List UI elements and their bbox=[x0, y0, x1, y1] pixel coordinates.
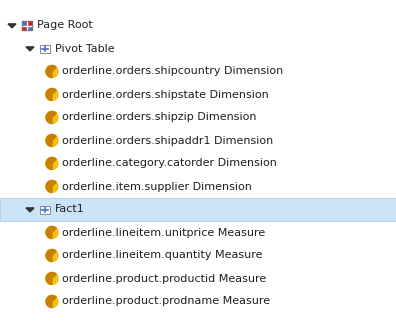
Polygon shape bbox=[22, 21, 27, 25]
Circle shape bbox=[46, 180, 58, 193]
Text: orderline.category.catorder Dimension: orderline.category.catorder Dimension bbox=[62, 159, 277, 169]
Bar bbox=[40, 45, 50, 53]
Wedge shape bbox=[46, 158, 56, 169]
Polygon shape bbox=[27, 25, 32, 30]
Circle shape bbox=[46, 89, 58, 100]
Circle shape bbox=[46, 65, 58, 77]
Bar bbox=[40, 205, 50, 213]
Text: orderline.orders.shipzip Dimension: orderline.orders.shipzip Dimension bbox=[62, 112, 257, 123]
Circle shape bbox=[46, 158, 58, 169]
Circle shape bbox=[46, 249, 58, 262]
Polygon shape bbox=[8, 24, 16, 28]
Text: orderline.lineitem.quantity Measure: orderline.lineitem.quantity Measure bbox=[62, 250, 263, 261]
Bar bbox=[0, 198, 396, 221]
Text: orderline.item.supplier Dimension: orderline.item.supplier Dimension bbox=[62, 181, 252, 192]
Circle shape bbox=[46, 227, 58, 239]
Wedge shape bbox=[46, 296, 56, 308]
Circle shape bbox=[46, 134, 58, 146]
Wedge shape bbox=[46, 227, 56, 239]
Wedge shape bbox=[46, 65, 56, 77]
Text: Pivot Table: Pivot Table bbox=[55, 44, 114, 54]
Text: Fact1: Fact1 bbox=[55, 204, 85, 214]
Text: orderline.orders.shipcountry Dimension: orderline.orders.shipcountry Dimension bbox=[62, 66, 283, 76]
Bar bbox=[22, 21, 32, 30]
Wedge shape bbox=[46, 89, 56, 100]
Circle shape bbox=[46, 111, 58, 124]
Text: orderline.product.productid Measure: orderline.product.productid Measure bbox=[62, 273, 266, 283]
Text: Page Root: Page Root bbox=[37, 21, 93, 30]
Circle shape bbox=[46, 273, 58, 284]
Text: orderline.orders.shipaddr1 Dimension: orderline.orders.shipaddr1 Dimension bbox=[62, 135, 273, 145]
Text: orderline.product.prodname Measure: orderline.product.prodname Measure bbox=[62, 297, 270, 307]
Polygon shape bbox=[27, 21, 32, 25]
Bar bbox=[22, 21, 32, 30]
Text: orderline.orders.shipstate Dimension: orderline.orders.shipstate Dimension bbox=[62, 90, 269, 100]
Polygon shape bbox=[22, 25, 27, 30]
Polygon shape bbox=[26, 47, 34, 51]
Wedge shape bbox=[46, 249, 56, 262]
Wedge shape bbox=[46, 134, 56, 146]
Wedge shape bbox=[46, 180, 56, 193]
Wedge shape bbox=[46, 111, 56, 124]
Circle shape bbox=[46, 296, 58, 308]
Polygon shape bbox=[26, 208, 34, 212]
Text: orderline.lineitem.unitprice Measure: orderline.lineitem.unitprice Measure bbox=[62, 228, 265, 238]
Wedge shape bbox=[46, 273, 56, 284]
